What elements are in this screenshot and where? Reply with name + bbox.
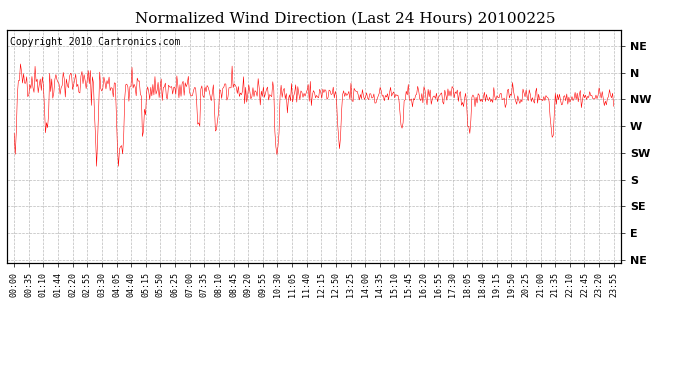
Text: Copyright 2010 Cartronics.com: Copyright 2010 Cartronics.com xyxy=(10,37,180,47)
Text: Normalized Wind Direction (Last 24 Hours) 20100225: Normalized Wind Direction (Last 24 Hours… xyxy=(135,11,555,25)
